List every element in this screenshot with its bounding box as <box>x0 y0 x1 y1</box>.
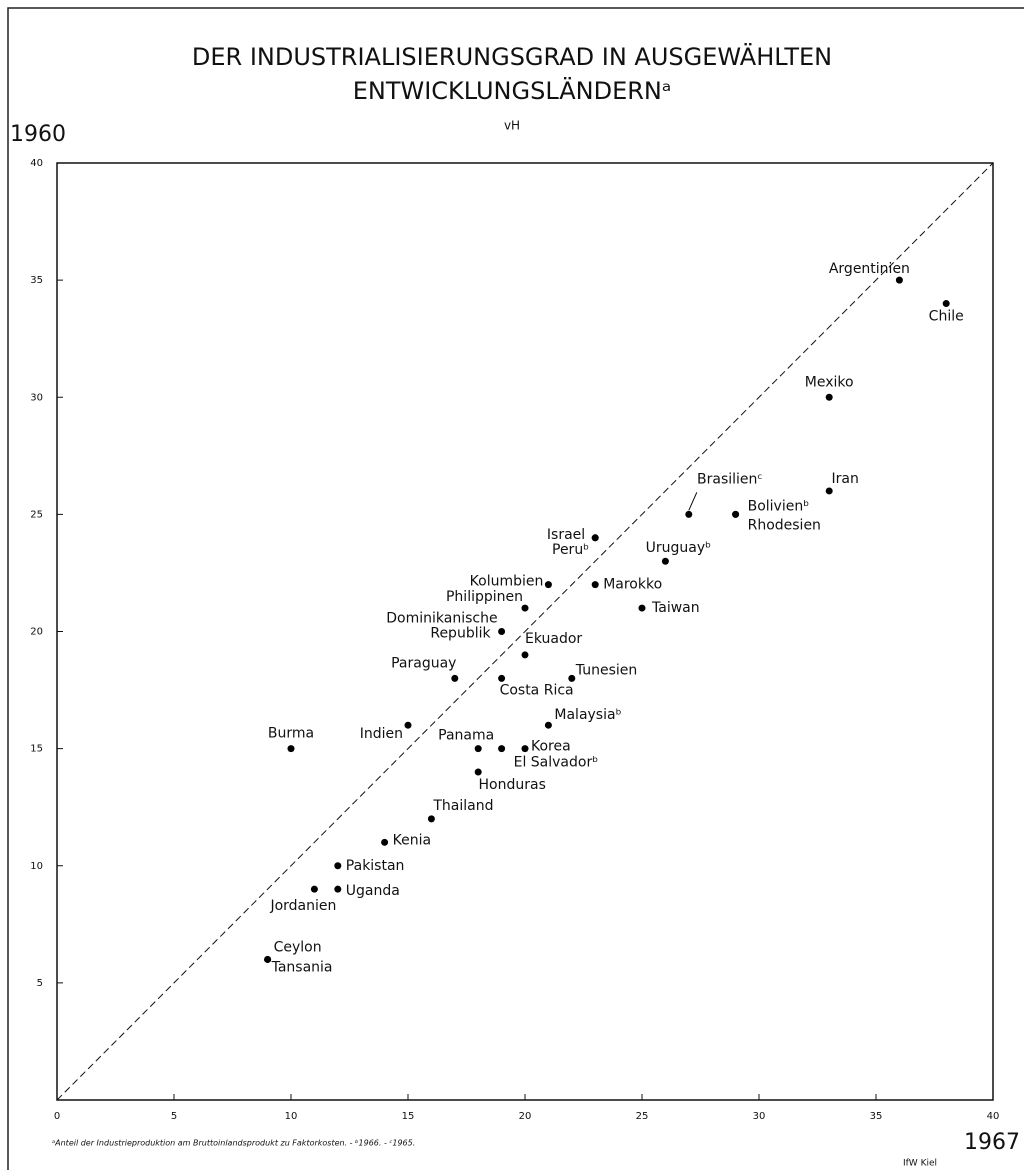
point-label: Taiwan <box>651 600 700 616</box>
point <box>544 721 552 729</box>
point <box>498 628 506 635</box>
chart-title: ENTWICKLUNGSLÄNDERNᵃ <box>353 76 672 105</box>
point-label: Indien <box>360 726 403 742</box>
point-label: Panama <box>438 728 494 744</box>
x-tick-label: 10 <box>285 1111 298 1122</box>
point <box>264 955 272 963</box>
point <box>427 815 435 823</box>
point <box>521 604 529 612</box>
point-label: Thailand <box>432 798 493 814</box>
point-label: Ekuador <box>525 631 582 647</box>
unit: vH <box>504 119 520 133</box>
x-tick-label: 30 <box>753 1111 766 1122</box>
point-label: Paraguay <box>391 655 456 671</box>
point <box>591 534 599 542</box>
point-label: Republik <box>430 626 491 642</box>
point-label: Costa Rica <box>500 682 574 698</box>
x-tick-label: 15 <box>402 1111 415 1122</box>
point <box>381 838 389 846</box>
x-tick-label: 0 <box>54 1111 60 1122</box>
point <box>287 745 295 753</box>
point <box>474 768 482 776</box>
point <box>498 674 506 682</box>
point-label: Malaysiaᵇ <box>554 707 621 723</box>
point-label: Peruᵇ <box>552 542 589 558</box>
y-tick-label: 35 <box>30 275 43 286</box>
point <box>521 651 529 659</box>
y-tick-label: 40 <box>30 158 43 169</box>
x-tick-label: 5 <box>171 1111 177 1122</box>
y-tick-label: 20 <box>30 627 43 638</box>
point <box>498 745 506 753</box>
point-label: Dominikanische <box>386 611 497 627</box>
point-label: Mexiko <box>805 374 854 390</box>
point-label: Uganda <box>346 883 400 899</box>
x-tick-label: 35 <box>870 1111 883 1122</box>
point-label: Uruguayᵇ <box>646 540 712 556</box>
point-label: Israel <box>547 527 585 543</box>
point <box>638 604 646 612</box>
y-tick-label: 25 <box>30 509 43 520</box>
point <box>942 300 950 308</box>
y-tick-label: 10 <box>30 861 43 872</box>
point-label: Brasilienᶜ <box>697 471 763 487</box>
leader <box>688 492 698 511</box>
point-label: Korea <box>531 739 571 755</box>
point-label: Kenia <box>393 832 431 848</box>
point <box>568 674 576 682</box>
point <box>521 745 529 753</box>
point-label: Iran <box>832 471 859 487</box>
y-tick-label: 30 <box>30 392 43 403</box>
point <box>474 745 482 753</box>
point-label: Kolumbien <box>470 574 544 590</box>
point <box>451 674 459 682</box>
point-label: Honduras <box>479 777 546 793</box>
x-tick-label: 20 <box>519 1111 532 1122</box>
point <box>732 510 740 518</box>
point-label: Bolivienᵇ <box>748 498 810 514</box>
point <box>685 510 693 518</box>
point <box>404 721 412 729</box>
point-label: Rhodesien <box>748 517 821 533</box>
diagonal <box>56 162 994 1101</box>
frame <box>7 7 1024 1170</box>
point <box>825 487 833 495</box>
footnote: ᵃAnteil der Industrieproduktion am Brutt… <box>52 1139 415 1148</box>
point-label: Tansania <box>271 959 333 975</box>
point-label: Jordanien <box>269 898 336 914</box>
point-label: El Salvadorᵇ <box>514 755 599 771</box>
y-tick-label: 15 <box>30 744 43 755</box>
chart-title: DER INDUSTRIALISIERUNGSGRAD IN AUSGEWÄHL… <box>192 42 832 71</box>
point-label: Ceylon <box>274 939 322 955</box>
x-tick-label: 40 <box>987 1111 1000 1122</box>
point-label: Chile <box>929 309 964 325</box>
point <box>544 581 552 589</box>
point <box>661 557 669 565</box>
y-axis-label: 1960 <box>10 122 66 147</box>
source: IfW Kiel <box>903 1159 937 1169</box>
point-label: Marokko <box>603 577 662 593</box>
x-axis-label: 1967 <box>964 1130 1020 1155</box>
point <box>334 885 342 893</box>
point-label: Tunesien <box>575 662 637 678</box>
point-label: Pakistan <box>346 858 405 874</box>
point <box>310 885 318 893</box>
point <box>334 862 342 870</box>
point-label: Argentinien <box>829 261 910 277</box>
point-label: Burma <box>268 726 314 742</box>
y-tick-label: 5 <box>37 978 43 989</box>
point-label: Philippinen <box>446 589 523 605</box>
point <box>591 581 599 589</box>
point <box>895 276 903 284</box>
point <box>825 393 833 401</box>
x-tick-label: 25 <box>636 1111 649 1122</box>
